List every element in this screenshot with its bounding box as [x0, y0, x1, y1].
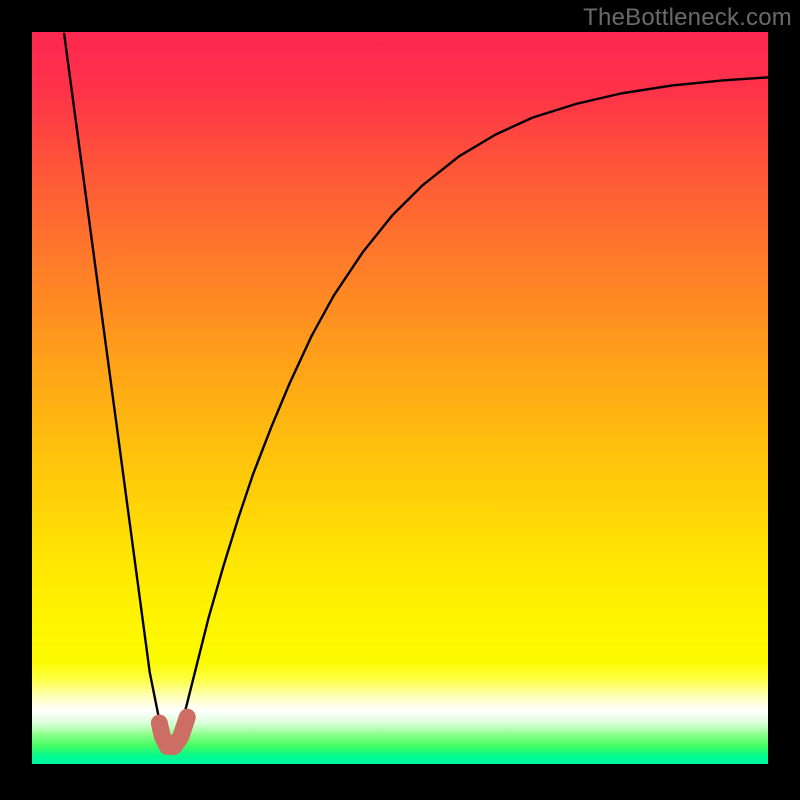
- watermark-text: TheBottleneck.com: [583, 4, 792, 32]
- chart-svg: [0, 0, 800, 800]
- chart-container: TheBottleneck.com: [0, 0, 800, 800]
- chart-plot-background: [32, 32, 768, 764]
